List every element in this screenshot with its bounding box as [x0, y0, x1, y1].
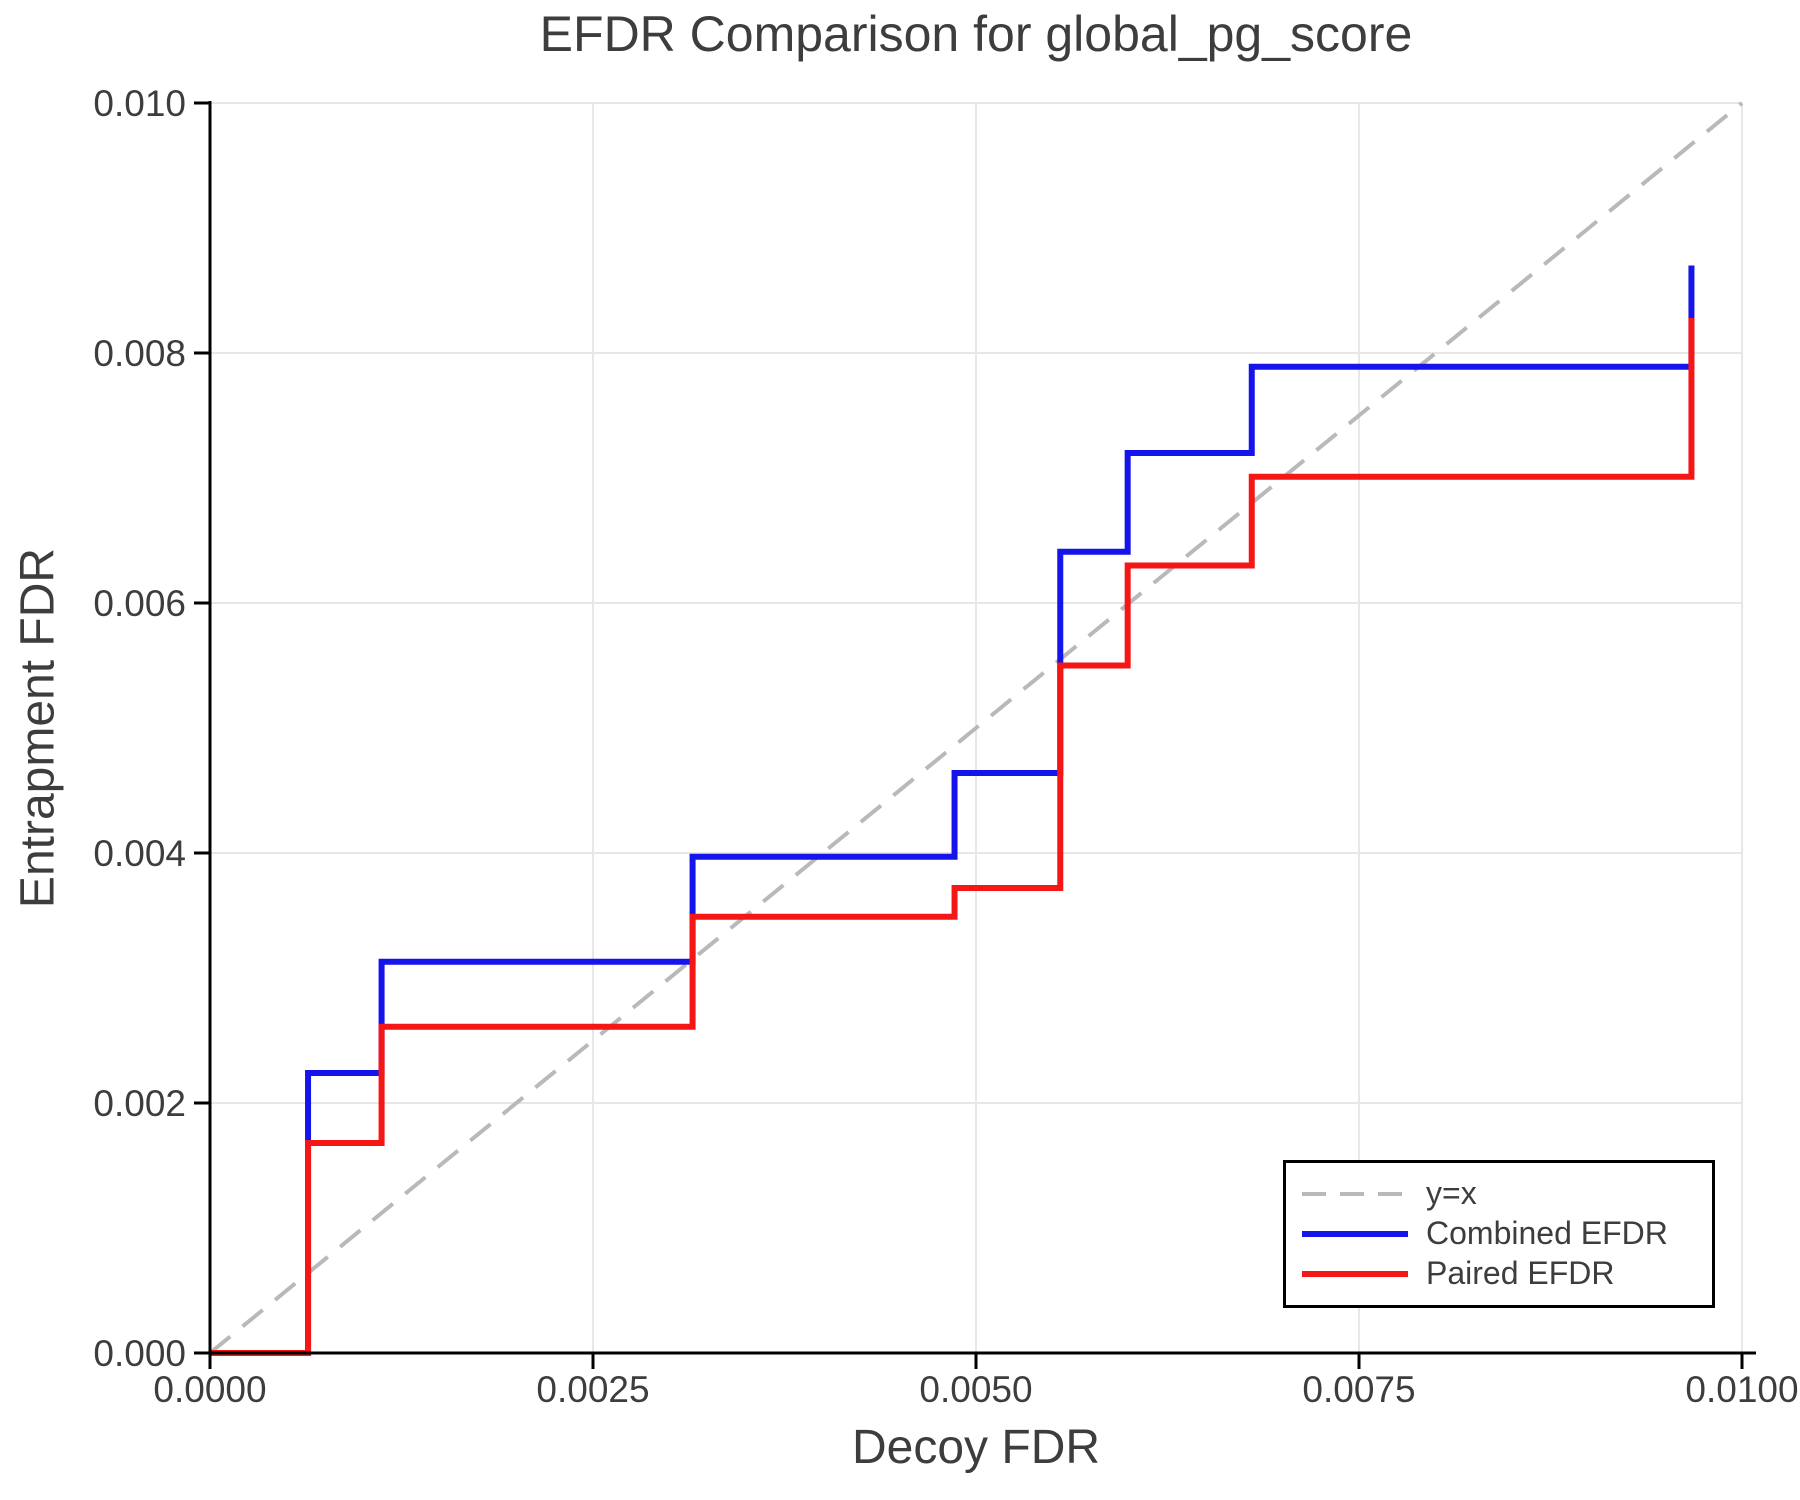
- series-line-combined-efdr: [210, 265, 1695, 1356]
- legend-label-yx: y=x: [1426, 1175, 1477, 1212]
- x-axis-label: Decoy FDR: [851, 1421, 1101, 1474]
- y-tick-label: 0.008: [93, 333, 186, 374]
- axis-spines: [208, 101, 1756, 1355]
- x-tick-label: 0.0100: [1685, 1369, 1798, 1410]
- legend-entry: Paired EFDR: [1302, 1255, 1712, 1293]
- y-tick-labels: 0.000 0.002 0.004 0.006 0.008 0.010: [93, 83, 186, 1374]
- x-tick-label: 0.0000: [153, 1369, 266, 1410]
- series-lines: [208, 101, 1744, 1356]
- legend: y=x Combined EFDR Paired EFDR: [1283, 1160, 1715, 1308]
- legend-entry: y=x: [1302, 1175, 1712, 1213]
- axis-ticks: [194, 101, 1744, 1369]
- legend-label-paired-efdr: Paired EFDR: [1426, 1255, 1615, 1292]
- y-tick-label: 0.002: [93, 1083, 186, 1124]
- legend-line-sample-yx: [1302, 1192, 1408, 1196]
- y-tick-label: 0.010: [93, 83, 186, 124]
- y-tick-label: 0.004: [93, 833, 186, 874]
- y-tick-label: 0.006: [93, 583, 186, 624]
- legend-entry: Combined EFDR: [1302, 1215, 1712, 1253]
- x-tick-labels: 0.0000 0.0025 0.0050 0.0075 0.0100: [153, 1369, 1798, 1410]
- series-line-y-x: [208, 101, 1744, 1355]
- legend-line-sample-combined-efdr: [1302, 1231, 1408, 1237]
- legend-line-sample-paired-efdr: [1302, 1271, 1408, 1277]
- series-line-paired-efdr: [210, 318, 1695, 1356]
- chart-title: EFDR Comparison for global_pg_score: [539, 6, 1413, 62]
- x-tick-label: 0.0025: [536, 1369, 649, 1410]
- x-tick-label: 0.0050: [919, 1369, 1032, 1410]
- legend-label-combined-efdr: Combined EFDR: [1426, 1215, 1668, 1252]
- x-tick-label: 0.0075: [1302, 1369, 1415, 1410]
- y-tick-label: 0.000: [93, 1333, 186, 1374]
